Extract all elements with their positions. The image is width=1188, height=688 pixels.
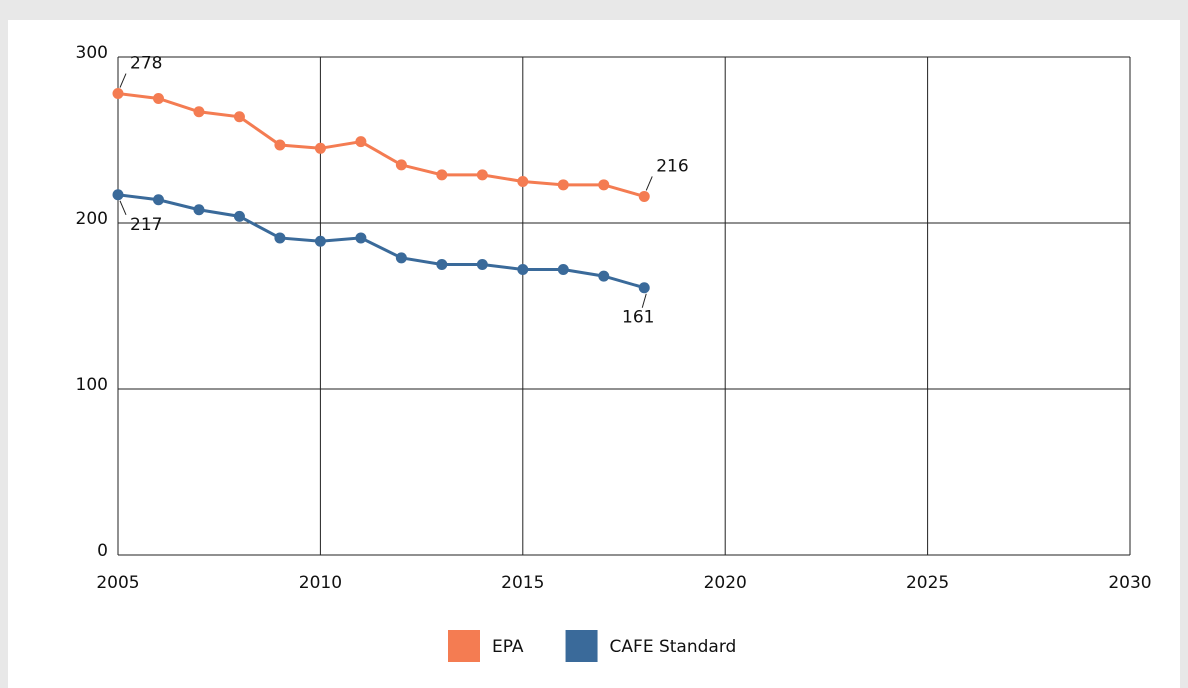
- data-label: 217: [130, 215, 162, 235]
- data-point: [112, 88, 124, 100]
- data-point: [517, 176, 529, 187]
- legend-label: CAFE Standard: [610, 637, 737, 657]
- data-point: [314, 235, 326, 247]
- data-point: [557, 179, 569, 191]
- data-point: [274, 232, 286, 244]
- label-leader: [645, 176, 653, 191]
- x-tick-label: 2025: [906, 573, 949, 593]
- y-tick-label: 200: [76, 209, 108, 229]
- data-point: [476, 259, 488, 270]
- chart-background: [8, 20, 1180, 688]
- label-leader: [119, 73, 127, 88]
- data-point: [233, 210, 245, 222]
- data-point: [355, 136, 367, 148]
- data-point: [355, 232, 367, 244]
- data-point: [395, 252, 407, 264]
- y-tick-label: 0: [97, 541, 108, 561]
- data-point: [598, 179, 610, 191]
- data-point: [638, 282, 650, 294]
- y-tick-label: 100: [76, 375, 108, 395]
- series-line: [117, 193, 645, 290]
- x-tick-label: 2015: [501, 573, 544, 593]
- x-tick-label: 2020: [704, 573, 747, 593]
- data-point: [314, 142, 326, 154]
- legend-swatch: [448, 630, 480, 662]
- data-label: 278: [130, 54, 162, 74]
- label-leader: [119, 200, 127, 215]
- data-point: [193, 204, 205, 216]
- x-tick-label: 2010: [299, 573, 342, 593]
- data-point: [274, 139, 286, 151]
- data-point: [476, 169, 488, 181]
- label-leader: [641, 293, 647, 308]
- data-point: [638, 190, 650, 202]
- data-point: [436, 259, 448, 270]
- legend-swatch: [565, 630, 598, 662]
- x-tick-label: 2005: [96, 573, 139, 593]
- data-point: [233, 111, 245, 123]
- y-tick-label: 300: [76, 43, 108, 63]
- data-point: [152, 194, 164, 206]
- data-point: [517, 263, 529, 275]
- data-point: [598, 270, 610, 282]
- data-point: [436, 169, 448, 181]
- data-label: 161: [622, 308, 654, 328]
- data-point: [112, 189, 124, 201]
- legend-label: EPA: [492, 637, 524, 657]
- series-line: [117, 92, 645, 198]
- data-point: [395, 159, 407, 171]
- data-label: 216: [656, 156, 688, 176]
- data-point: [152, 93, 164, 104]
- data-point: [193, 106, 205, 118]
- x-tick-label: 2030: [1108, 573, 1151, 593]
- data-point: [557, 263, 569, 275]
